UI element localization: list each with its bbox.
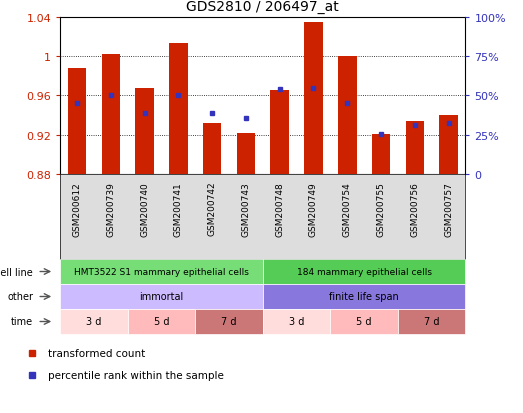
Text: GSM200741: GSM200741 (174, 181, 183, 236)
Text: cell line: cell line (0, 267, 33, 277)
Bar (60, 284, 263, 309)
Bar (60, 309, 128, 334)
Bar (331, 309, 398, 334)
Text: transformed count: transformed count (48, 348, 145, 358)
Text: GSM200749: GSM200749 (309, 181, 318, 236)
Bar (135, 88, 154, 175)
Text: percentile rank within the sample: percentile rank within the sample (48, 370, 224, 380)
Bar (195, 309, 263, 334)
Text: GSM200740: GSM200740 (140, 181, 149, 236)
Bar (372, 135, 390, 175)
Bar (68, 69, 86, 175)
Text: 184 mammary epithelial cells: 184 mammary epithelial cells (297, 267, 431, 276)
Bar (439, 116, 458, 175)
Bar (128, 309, 195, 334)
Text: finite life span: finite life span (329, 292, 399, 302)
Text: other: other (7, 292, 33, 302)
Text: HMT3522 S1 mammary epithelial cells: HMT3522 S1 mammary epithelial cells (74, 267, 249, 276)
Text: GSM200757: GSM200757 (444, 181, 453, 236)
Text: GSM200739: GSM200739 (106, 181, 115, 236)
Bar (398, 309, 465, 334)
Bar (169, 44, 188, 175)
Bar (263, 284, 465, 309)
Text: 7 d: 7 d (221, 317, 237, 327)
Text: GSM200743: GSM200743 (242, 181, 251, 236)
Text: 7 d: 7 d (424, 317, 439, 327)
Bar (263, 309, 331, 334)
Text: GSM200742: GSM200742 (208, 181, 217, 236)
Bar (405, 122, 424, 175)
Title: GDS2810 / 206497_at: GDS2810 / 206497_at (186, 0, 339, 14)
Bar (270, 90, 289, 175)
Text: GSM200612: GSM200612 (73, 181, 82, 236)
Text: immortal: immortal (139, 292, 184, 302)
Bar (60, 259, 263, 284)
Bar (101, 55, 120, 175)
Text: 5 d: 5 d (154, 317, 169, 327)
Text: GSM200748: GSM200748 (275, 181, 284, 236)
Text: GSM200756: GSM200756 (411, 181, 419, 236)
Bar (263, 259, 465, 284)
Text: 5 d: 5 d (356, 317, 372, 327)
Text: GSM200754: GSM200754 (343, 181, 352, 236)
Bar (236, 133, 255, 175)
Text: 3 d: 3 d (289, 317, 304, 327)
Text: time: time (11, 317, 33, 327)
Bar (203, 123, 221, 175)
Text: 3 d: 3 d (86, 317, 101, 327)
Bar (304, 23, 323, 175)
Bar (338, 57, 357, 175)
Text: GSM200755: GSM200755 (377, 181, 385, 236)
